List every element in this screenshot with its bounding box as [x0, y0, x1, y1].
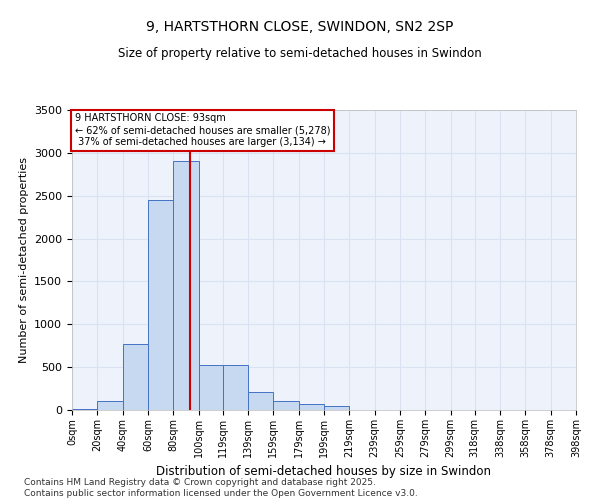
Bar: [274, 402, 299, 410]
Bar: [148, 200, 173, 410]
Bar: [223, 366, 248, 410]
Text: 9, HARTSTHORN CLOSE, SWINDON, SN2 2SP: 9, HARTSTHORN CLOSE, SWINDON, SN2 2SP: [146, 20, 454, 34]
X-axis label: Distribution of semi-detached houses by size in Swindon: Distribution of semi-detached houses by …: [157, 466, 491, 478]
Bar: [199, 364, 223, 410]
Y-axis label: Number of semi-detached properties: Number of semi-detached properties: [19, 157, 29, 363]
Bar: [97, 402, 122, 410]
Bar: [248, 392, 274, 410]
Bar: [173, 162, 199, 410]
Bar: [324, 406, 349, 410]
Text: Contains HM Land Registry data © Crown copyright and database right 2025.
Contai: Contains HM Land Registry data © Crown c…: [24, 478, 418, 498]
Bar: [122, 344, 148, 410]
Bar: [72, 409, 97, 410]
Text: Size of property relative to semi-detached houses in Swindon: Size of property relative to semi-detach…: [118, 48, 482, 60]
Text: 9 HARTSTHORN CLOSE: 93sqm
← 62% of semi-detached houses are smaller (5,278)
 37%: 9 HARTSTHORN CLOSE: 93sqm ← 62% of semi-…: [74, 114, 330, 146]
Bar: [299, 404, 324, 410]
